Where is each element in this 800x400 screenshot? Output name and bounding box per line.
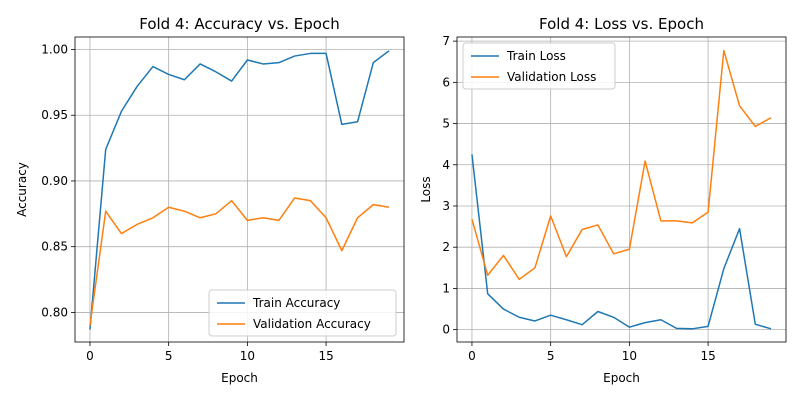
loss-y-tick-label: 3 bbox=[442, 199, 450, 213]
loss-x-tick-label: 0 bbox=[468, 349, 476, 363]
accuracy-x-tick-label: 5 bbox=[165, 349, 173, 363]
loss-y-axis-label: Loss bbox=[419, 176, 433, 202]
accuracy-y-tick-label: 0.80 bbox=[41, 305, 68, 319]
accuracy-x-tick-label: 0 bbox=[86, 349, 94, 363]
loss-series bbox=[471, 49, 772, 330]
accuracy-series bbox=[89, 50, 390, 330]
accuracy-y-tick-label: 0.85 bbox=[41, 240, 68, 254]
loss-x-ticks: 0 5 10 15 bbox=[468, 342, 716, 363]
loss-chart-title: Fold 4: Loss vs. Epoch bbox=[539, 15, 704, 33]
accuracy-y-tick-label: 0.90 bbox=[41, 174, 68, 188]
loss-y-tick-label: 6 bbox=[442, 75, 450, 89]
loss-series-line-validation-loss bbox=[471, 49, 772, 281]
loss-x-tick-label: 15 bbox=[700, 349, 715, 363]
accuracy-x-ticks: 0 5 10 15 bbox=[86, 342, 334, 363]
loss-y-tick-label: 5 bbox=[442, 117, 450, 131]
accuracy-legend-label: Train Accuracy bbox=[252, 296, 340, 310]
loss-legend-label: Validation Loss bbox=[507, 70, 596, 84]
accuracy-x-tick-label: 10 bbox=[240, 349, 255, 363]
loss-y-tick-label: 2 bbox=[442, 240, 450, 254]
accuracy-chart-title: Fold 4: Accuracy vs. Epoch bbox=[139, 15, 340, 33]
loss-y-tick-label: 7 bbox=[442, 34, 450, 48]
accuracy-y-axis-label: Accuracy bbox=[15, 162, 29, 217]
loss-chart: 0 5 10 15 0 1 2 3 4 5 6 7 Fold 4: Loss vs. Epoch E… bbox=[419, 15, 787, 385]
loss-y-ticks: 0 1 2 3 4 5 6 7 bbox=[442, 34, 457, 337]
accuracy-legend: Train Accuracy Validation Accuracy bbox=[208, 289, 397, 337]
loss-x-axis-label: Epoch bbox=[603, 371, 640, 385]
accuracy-x-tick-label: 15 bbox=[318, 349, 333, 363]
accuracy-x-axis-label: Epoch bbox=[221, 371, 258, 385]
accuracy-legend-label: Validation Accuracy bbox=[253, 317, 371, 331]
loss-x-tick-label: 10 bbox=[622, 349, 637, 363]
accuracy-series-line-train-accuracy bbox=[89, 50, 390, 330]
loss-x-tick-label: 5 bbox=[547, 349, 555, 363]
loss-series-line-train-loss bbox=[471, 154, 772, 330]
loss-legend: Train Loss Validation Loss bbox=[462, 42, 616, 90]
accuracy-series-line-validation-accuracy bbox=[89, 197, 390, 326]
loss-y-tick-label: 1 bbox=[442, 281, 450, 295]
loss-legend-box bbox=[462, 42, 616, 90]
accuracy-y-tick-label: 0.95 bbox=[41, 108, 68, 122]
loss-y-tick-label: 0 bbox=[442, 323, 450, 337]
loss-grid bbox=[457, 37, 786, 342]
accuracy-y-ticks: 0.80 0.85 0.90 0.95 1.00 bbox=[41, 42, 75, 319]
accuracy-y-tick-label: 1.00 bbox=[41, 42, 68, 56]
accuracy-chart: 0 5 10 15 0.80 0.85 0.90 0.95 1.00 Fold 4: Accu… bbox=[15, 15, 405, 385]
loss-y-tick-label: 4 bbox=[442, 158, 450, 172]
loss-legend-label: Train Loss bbox=[506, 49, 566, 63]
accuracy-legend-box bbox=[208, 289, 397, 337]
